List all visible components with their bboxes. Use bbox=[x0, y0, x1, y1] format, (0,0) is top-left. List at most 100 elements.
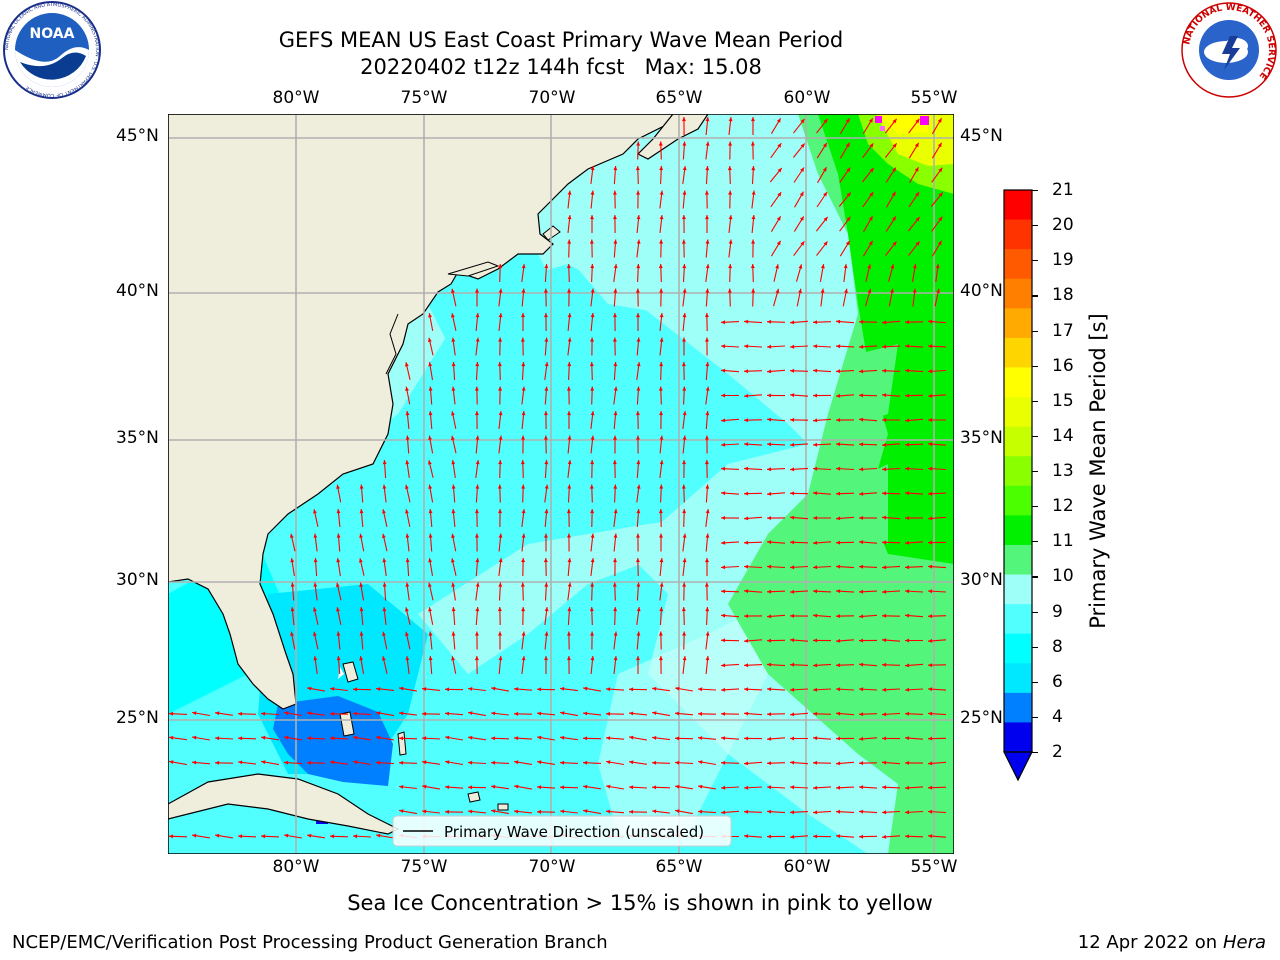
wave-direction-arrowhead bbox=[823, 118, 828, 124]
wave-direction-arrowhead bbox=[659, 460, 664, 465]
wave-direction-arrowhead bbox=[498, 582, 503, 587]
wave-direction-arrowhead bbox=[767, 834, 772, 839]
footer-machine: Hera bbox=[1222, 932, 1266, 953]
wave-direction-arrowhead bbox=[405, 509, 409, 514]
noaa-logo-text: NOAA bbox=[30, 26, 75, 42]
nova-scotia-land bbox=[636, 114, 709, 160]
wave-direction-arrowhead bbox=[744, 564, 749, 569]
wave-direction-arrowhead bbox=[721, 418, 726, 423]
wave-direction-arrowhead bbox=[567, 313, 572, 318]
wave-direction-arrowhead bbox=[721, 589, 726, 594]
wave-direction-arrowhead bbox=[330, 760, 335, 765]
colorbar-tick-mark bbox=[1032, 541, 1038, 543]
wave-direction-arrowhead bbox=[846, 192, 851, 197]
wave-direction-arrowhead bbox=[307, 736, 312, 741]
wave-direction-arrowhead bbox=[859, 589, 864, 594]
wave-direction-arrowhead bbox=[682, 411, 687, 416]
wave-direction-arrowhead bbox=[629, 785, 634, 790]
wave-direction-arrowhead bbox=[613, 386, 618, 391]
wave-direction-arrowhead bbox=[544, 386, 549, 391]
wave-direction-arrowhead bbox=[813, 491, 818, 496]
wave-direction-arrowhead bbox=[750, 264, 755, 269]
wave-direction-arrowhead bbox=[537, 687, 542, 692]
wave-direction-arrowhead bbox=[659, 582, 664, 587]
lon-label-bottom-70w: 70°W bbox=[528, 857, 576, 877]
wave-direction-arrowhead bbox=[566, 264, 571, 269]
wave-direction-arrowhead bbox=[405, 582, 410, 587]
wave-direction-arrowhead bbox=[613, 509, 618, 514]
wave-direction-arrowhead bbox=[636, 533, 640, 538]
wave-direction-arrowhead bbox=[491, 736, 496, 741]
wave-direction-arrowhead bbox=[721, 368, 726, 373]
lat-label-right-40n: 40°N bbox=[960, 281, 1003, 301]
wave-direction-arrowhead bbox=[405, 386, 409, 391]
period-10-11s-region bbox=[818, 114, 954, 564]
wave-direction-arrowhead bbox=[382, 484, 387, 489]
wave-direction-arrowhead bbox=[928, 638, 933, 643]
wave-direction-arrowhead bbox=[475, 509, 479, 514]
wave-direction-arrowhead bbox=[869, 192, 874, 197]
wave-direction-arrowhead bbox=[567, 582, 572, 587]
wave-direction-arrowhead bbox=[313, 558, 318, 563]
wave-direction-arrowhead bbox=[521, 631, 526, 636]
wave-direction-arrowhead bbox=[767, 638, 772, 643]
wave-direction-arrowhead bbox=[330, 687, 335, 691]
wave-direction-arrowhead bbox=[560, 809, 565, 814]
wave-direction-arrowhead bbox=[475, 484, 480, 489]
wave-direction-arrowhead bbox=[859, 809, 864, 814]
wave-direction-arrowhead bbox=[613, 288, 618, 293]
wave-direction-arrowhead bbox=[491, 809, 496, 813]
colorbar-tick-mark bbox=[1032, 330, 1038, 332]
wave-direction-arrowhead bbox=[813, 344, 818, 349]
wave-direction-arrowhead bbox=[836, 466, 841, 471]
wave-direction-arrowhead bbox=[859, 761, 864, 765]
wave-direction-arrowhead bbox=[744, 761, 749, 766]
wave-direction-arrowhead bbox=[428, 460, 432, 465]
colorbar-segment bbox=[1004, 190, 1032, 221]
wave-direction-arrowhead bbox=[705, 607, 710, 612]
wave-direction-arrowhead bbox=[882, 662, 887, 667]
wave-direction-arrowhead bbox=[912, 264, 917, 269]
wave-direction-arrowhead bbox=[215, 833, 220, 838]
wave-direction-arrowhead bbox=[798, 288, 802, 294]
wave-direction-arrowhead bbox=[544, 582, 549, 587]
wave-direction-arrowhead bbox=[497, 362, 502, 367]
wave-direction-arrowhead bbox=[567, 607, 572, 612]
wave-direction-arrowhead bbox=[359, 656, 364, 661]
wave-direction-arrowhead bbox=[192, 833, 197, 838]
wave-direction-arrowhead bbox=[744, 834, 749, 839]
wave-direction-arrowhead bbox=[698, 784, 703, 789]
wave-direction-arrowhead bbox=[491, 760, 496, 765]
wave-direction-arrowhead bbox=[521, 509, 526, 514]
wave-direction-arrowhead bbox=[521, 435, 525, 440]
wave-direction-arrowhead bbox=[928, 761, 933, 766]
colorbar-tick-mark bbox=[1032, 190, 1038, 192]
wave-direction-arrowhead bbox=[928, 319, 933, 324]
wave-direction-arrowhead bbox=[868, 216, 873, 221]
wave-direction-arrowhead bbox=[928, 711, 933, 716]
wave-direction-arrowhead bbox=[399, 736, 404, 741]
wave-direction-arrowhead bbox=[721, 540, 726, 545]
wave-direction-arrowhead bbox=[938, 216, 943, 222]
wave-direction-arrowhead bbox=[567, 215, 572, 220]
wave-direction-arrowhead bbox=[790, 712, 795, 717]
wave-direction-arrowhead bbox=[905, 516, 910, 520]
wave-direction-arrowhead bbox=[790, 442, 795, 447]
bahamas-island bbox=[339, 711, 355, 737]
wave-direction-arrowhead bbox=[405, 484, 409, 490]
colorbar-tick-label: 2 bbox=[1052, 742, 1063, 762]
wave-direction-arrowhead bbox=[284, 760, 289, 765]
wave-direction-arrowhead bbox=[790, 320, 795, 325]
wave-direction-arrowhead bbox=[705, 484, 710, 489]
wave-direction-arrowhead bbox=[590, 386, 595, 391]
wave-direction-arrowhead bbox=[744, 442, 749, 447]
wave-direction-arrowhead bbox=[376, 833, 381, 838]
lat-label-left-45n: 45°N bbox=[116, 126, 159, 146]
wave-direction-arrowhead bbox=[659, 313, 664, 318]
wave-direction-arrowhead bbox=[590, 582, 595, 587]
wave-direction-arrowhead bbox=[767, 393, 772, 398]
wave-direction-arrowhead bbox=[790, 467, 795, 472]
wave-direction-arrowhead bbox=[313, 656, 318, 661]
wave-direction-arrowhead bbox=[428, 656, 433, 661]
wave-direction-arrowhead bbox=[767, 736, 772, 741]
